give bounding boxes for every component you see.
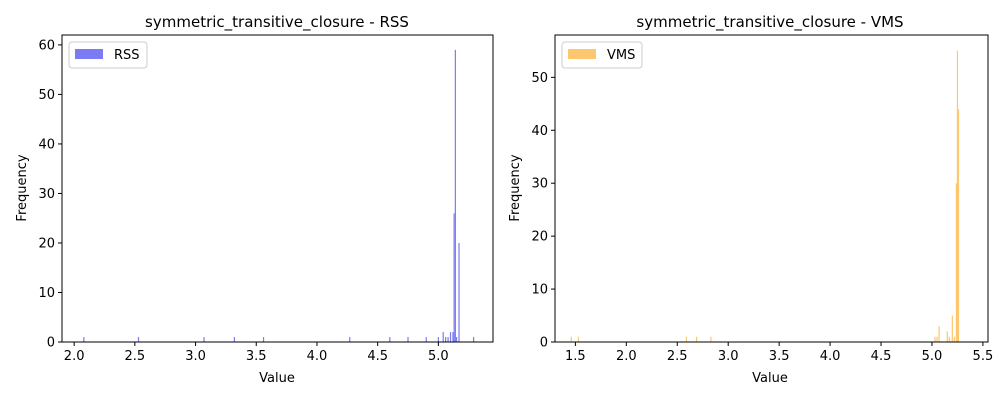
x-tick-label: 3.0 xyxy=(185,349,206,364)
x-axis-label: Value xyxy=(752,371,788,386)
histogram-bar xyxy=(447,337,449,342)
histogram-bar xyxy=(445,337,447,342)
histogram-bar xyxy=(938,326,940,342)
y-axis-ticks: 0 10 20 30 40 50 60 xyxy=(38,38,62,351)
y-tick-label: 60 xyxy=(38,38,55,53)
x-tick-label: 4.5 xyxy=(367,349,388,364)
bar-group xyxy=(570,50,960,342)
histogram-bar xyxy=(710,336,712,342)
y-axis-label: Frequency xyxy=(15,154,30,221)
histogram-bar xyxy=(203,337,205,342)
histogram-bar xyxy=(946,331,948,342)
x-tick-label: 3.5 xyxy=(769,349,790,364)
histogram-bar xyxy=(570,336,572,342)
histogram-bar xyxy=(577,336,580,342)
histogram-bar xyxy=(137,337,140,342)
x-tick-label: 5.5 xyxy=(973,349,994,364)
y-tick-label: 0 xyxy=(47,336,55,351)
histogram-bar xyxy=(442,332,444,342)
legend: RSS xyxy=(68,41,148,69)
histogram-bar xyxy=(934,336,936,342)
histogram-bar xyxy=(389,337,391,342)
histogram-bar xyxy=(957,109,960,342)
x-tick-label: 4.5 xyxy=(871,349,892,364)
legend-box xyxy=(68,41,148,69)
legend-swatch xyxy=(568,49,596,59)
histogram-bar xyxy=(455,337,458,342)
x-tick-label: 5.0 xyxy=(922,349,943,364)
x-tick-label: 2.0 xyxy=(616,349,637,364)
y-tick-label: 10 xyxy=(531,283,548,298)
y-axis-ticks: 0 10 20 30 40 50 xyxy=(531,71,555,351)
histogram-bar xyxy=(955,183,958,342)
chart-title: symmetric_transitive_closure - RSS xyxy=(145,13,409,32)
histogram-bar xyxy=(472,337,475,342)
y-tick-label: 40 xyxy=(531,124,548,139)
y-tick-label: 10 xyxy=(38,286,55,301)
histogram-bar xyxy=(454,49,456,342)
histogram-bar xyxy=(951,315,953,342)
y-tick-label: 50 xyxy=(38,88,55,103)
x-tick-label: 2.0 xyxy=(64,349,85,364)
legend: VMS xyxy=(561,41,643,69)
rss-histogram-panel: symmetric_transitive_closure - RSS 2.0 2.… xyxy=(15,13,494,386)
vms-histogram-panel: symmetric_transitive_closure - VMS 1.5 2.… xyxy=(508,13,993,386)
y-tick-label: 30 xyxy=(38,187,55,202)
histogram-bar xyxy=(233,337,235,342)
legend-swatch xyxy=(75,49,103,59)
plot-area-frame xyxy=(61,34,494,343)
histogram-bar xyxy=(956,50,959,342)
histogram-bar xyxy=(685,336,688,342)
x-axis-ticks: 2.0 2.5 3.0 3.5 4.0 4.5 5.0 xyxy=(64,342,449,364)
x-tick-label: 3.5 xyxy=(246,349,267,364)
x-axis-label: Value xyxy=(259,371,295,386)
x-tick-label: 4.0 xyxy=(307,349,328,364)
chart-title: symmetric_transitive_closure - VMS xyxy=(636,13,903,32)
x-tick-label: 4.0 xyxy=(820,349,841,364)
histogram-bar xyxy=(83,337,85,342)
histogram-bar xyxy=(453,213,455,342)
histogram-bar xyxy=(262,337,265,342)
legend-label: RSS xyxy=(114,48,140,63)
y-tick-label: 30 xyxy=(531,177,548,192)
y-tick-label: 50 xyxy=(531,71,548,86)
y-tick-label: 40 xyxy=(38,137,55,152)
histogram-bar xyxy=(449,332,452,342)
x-tick-label: 1.5 xyxy=(565,349,586,364)
histogram-bar xyxy=(936,336,938,342)
histogram-bar xyxy=(458,242,460,342)
histogram-bar xyxy=(407,337,409,342)
histogram-bar xyxy=(349,337,351,342)
plot-area-frame xyxy=(554,34,989,343)
histogram-bar xyxy=(437,337,439,342)
histogram-bar xyxy=(452,332,454,342)
histogram-bar xyxy=(696,336,698,342)
y-tick-label: 20 xyxy=(531,230,548,245)
bar-group xyxy=(83,49,475,342)
histogram-bar xyxy=(953,336,955,342)
x-tick-label: 2.5 xyxy=(667,349,688,364)
y-axis-label: Frequency xyxy=(508,154,523,221)
y-tick-label: 0 xyxy=(540,336,548,351)
legend-box xyxy=(561,41,643,69)
histogram-bar xyxy=(425,337,427,342)
histogram-bar xyxy=(948,336,950,342)
x-tick-label: 3.0 xyxy=(718,349,739,364)
legend-label: VMS xyxy=(607,48,635,63)
x-tick-label: 2.5 xyxy=(125,349,146,364)
y-tick-label: 20 xyxy=(38,236,55,251)
x-axis-ticks: 1.5 2.0 2.5 3.0 3.5 4.0 4.5 5.0 5.5 xyxy=(565,342,993,364)
x-tick-label: 5.0 xyxy=(428,349,449,364)
